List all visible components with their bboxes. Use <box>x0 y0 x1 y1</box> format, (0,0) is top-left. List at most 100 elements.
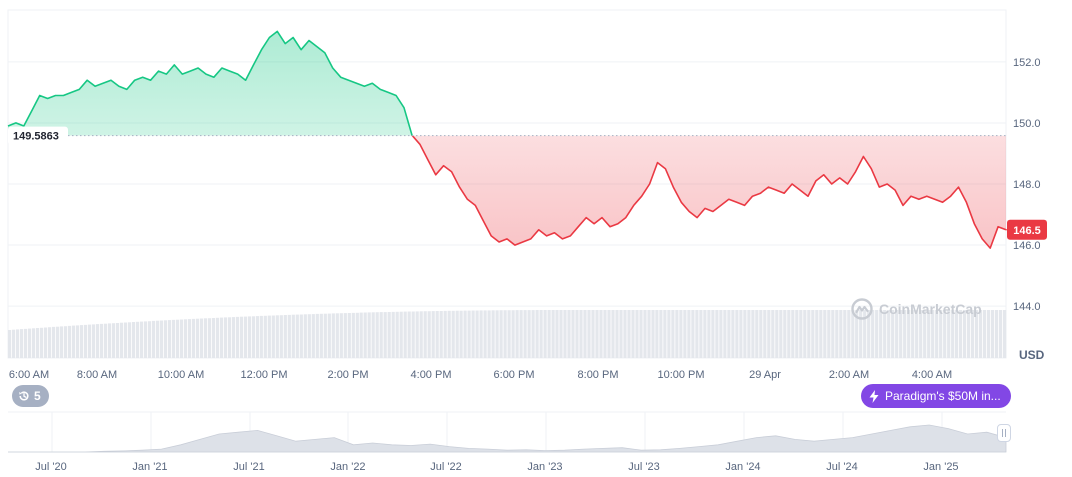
y-tick-label: 148.0 <box>1013 179 1041 191</box>
volume-bar <box>255 316 259 358</box>
volume-bar <box>847 310 851 358</box>
volume-bar <box>603 310 607 358</box>
price-area <box>8 31 1006 249</box>
navigator-handle[interactable] <box>997 424 1011 442</box>
volume-bar <box>423 311 427 358</box>
volume-bar <box>227 317 231 358</box>
volume-bar <box>547 310 551 358</box>
volume-bar <box>571 310 575 358</box>
volume-bar <box>175 319 179 358</box>
volume-bar <box>991 310 995 358</box>
volume-bar <box>887 310 891 358</box>
volume-bar <box>20 329 24 358</box>
navigator-tick-label: Jul '22 <box>430 461 461 473</box>
navigator-tick-label: Jul '21 <box>233 461 264 473</box>
news-headline: Paradigm's $50M in... <box>885 389 1001 403</box>
volume-bar <box>551 310 555 358</box>
volume-bar <box>375 312 379 358</box>
x-tick-label: 8:00 AM <box>77 369 117 381</box>
y-tick-label: 150.0 <box>1013 118 1041 130</box>
navigator-tick-label: Jan '25 <box>923 461 958 473</box>
volume-bar <box>171 319 175 358</box>
volume-bar <box>579 310 583 358</box>
volume-bar <box>59 326 64 358</box>
x-tick-label: 12:00 PM <box>240 369 287 381</box>
volume-bar <box>567 310 571 358</box>
volume-bar <box>435 311 439 358</box>
volume-bar <box>471 310 475 358</box>
x-tick-label: 4:00 AM <box>912 369 952 381</box>
volume-bar <box>379 312 383 358</box>
volume-bar <box>451 310 455 358</box>
news-badge[interactable]: Paradigm's $50M in... <box>861 384 1011 408</box>
x-tick-label: 10:00 AM <box>158 369 204 381</box>
volume-bar <box>899 310 903 358</box>
volume-bar <box>771 310 775 358</box>
volume-bar <box>275 315 279 358</box>
volume-bar <box>463 310 467 358</box>
volume-bar <box>763 310 767 358</box>
volume-bar <box>343 313 347 358</box>
volume-bar <box>407 311 411 358</box>
volume-bars <box>8 310 1007 358</box>
volume-bar <box>119 322 124 358</box>
bolt-icon <box>869 389 879 403</box>
volume-bar <box>927 310 931 358</box>
volume-bar <box>599 310 603 358</box>
volume-bar <box>607 310 611 358</box>
volume-bar <box>631 310 635 358</box>
volume-bar <box>363 312 367 358</box>
volume-bar <box>351 312 355 358</box>
volume-bar <box>811 310 815 358</box>
volume-bar <box>819 310 823 358</box>
volume-bar <box>267 315 271 358</box>
volume-bar <box>823 310 827 358</box>
volume-bar <box>167 320 171 358</box>
price-line-above <box>7 30 414 136</box>
volume-bar <box>56 326 60 358</box>
history-count: 5 <box>34 389 41 403</box>
volume-bar <box>103 323 108 358</box>
volume-bar <box>455 310 459 358</box>
volume-bar <box>563 310 567 358</box>
volume-bar <box>795 310 799 358</box>
volume-bar <box>511 310 515 358</box>
range-navigator[interactable]: Jul '20 Jan '21 Jul '21 Jan '22 Jul '22 Jan '… <box>8 411 1007 473</box>
volume-bar <box>907 310 911 358</box>
volume-bar <box>63 326 68 358</box>
volume-bar <box>955 310 959 358</box>
volume-bar <box>315 313 319 358</box>
volume-bar <box>871 310 875 358</box>
volume-bar <box>979 310 983 358</box>
price-area-below <box>412 135 1006 249</box>
volume-bar <box>263 315 267 358</box>
volume-bar <box>443 310 447 358</box>
volume-bar <box>987 310 991 358</box>
history-badge[interactable]: 5 <box>12 385 49 407</box>
volume-bar <box>655 310 659 358</box>
volume-bar <box>699 310 703 358</box>
navigator-tick-label: Jul '24 <box>826 461 857 473</box>
volume-bar <box>40 327 44 358</box>
volume-bar <box>651 310 655 358</box>
volume-bar <box>543 310 547 358</box>
volume-bar <box>243 316 247 358</box>
volume-bar <box>807 310 811 358</box>
volume-bar <box>475 310 479 358</box>
volume-bar <box>527 310 531 358</box>
volume-bar <box>12 329 16 358</box>
volume-bar <box>959 310 963 358</box>
volume-bar <box>179 319 183 358</box>
volume-bar <box>727 310 731 358</box>
volume-bar <box>199 318 203 358</box>
price-tags: 149.5863 146.5 <box>8 126 1047 240</box>
volume-bar <box>107 323 112 358</box>
volume-bar <box>627 310 631 358</box>
volume-bar <box>87 324 92 358</box>
volume-bar <box>531 310 535 358</box>
volume-bar <box>675 310 679 358</box>
reference-price-tag <box>8 126 68 145</box>
x-axis: 6:00 AM 8:00 AM 10:00 AM 12:00 PM 2:00 PM 4:0… <box>9 369 952 381</box>
volume-bar <box>707 310 711 358</box>
